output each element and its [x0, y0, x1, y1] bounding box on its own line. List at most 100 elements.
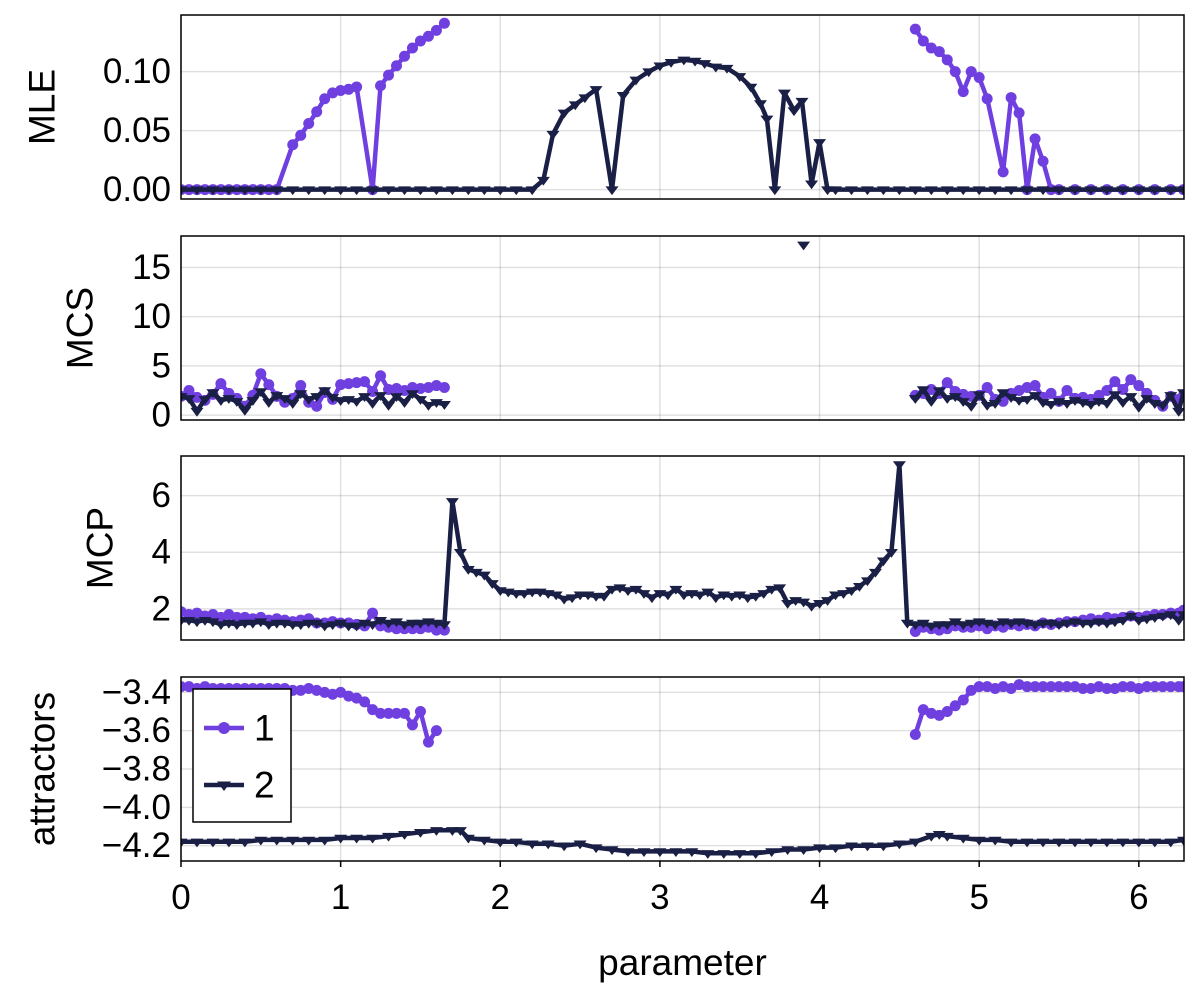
series-2-point: [844, 842, 858, 852]
series-2-point: [781, 599, 795, 609]
x-tick-label: 6: [1129, 878, 1148, 917]
series-2-point: [429, 186, 443, 196]
series-1-point: [1005, 92, 1017, 104]
series-1-point: [335, 379, 347, 391]
series-2-point: [190, 186, 204, 196]
series-2-point: [390, 618, 404, 628]
series-2-point: [1164, 838, 1178, 848]
series-2-point: [1020, 838, 1034, 848]
series-2-point: [1164, 611, 1178, 621]
series-2-point: [318, 387, 332, 397]
series-2-point: [744, 83, 758, 93]
series-2-point: [536, 176, 550, 186]
series-2-point: [829, 844, 843, 854]
series-2-point: [509, 838, 523, 848]
series-1-point: [1045, 681, 1057, 693]
series-1-point: [375, 707, 387, 719]
series-2-point: [956, 834, 970, 844]
series-2-point: [254, 186, 268, 196]
series-2-point: [568, 101, 582, 111]
series-1-point: [430, 624, 442, 636]
series-2-point: [709, 594, 723, 604]
series-1-point: [375, 370, 387, 382]
panel-MCP: 2 4 6 MCP: [80, 455, 1185, 641]
series-2-point: [860, 577, 874, 587]
series-2-point: [956, 398, 970, 407]
series-2-point: [181, 838, 188, 848]
y-tick-label: 4: [152, 533, 171, 572]
series-2-point: [653, 62, 667, 72]
series-2-point: [749, 850, 763, 859]
series-1-point: [438, 624, 450, 636]
series-2-point: [916, 386, 930, 396]
series-2-point: [509, 186, 523, 196]
series-1-point: [383, 69, 395, 81]
series-2-point: [238, 406, 252, 416]
series-2-point: [616, 91, 630, 101]
series-2-point: [1068, 838, 1082, 848]
series-2-point: [940, 621, 954, 630]
series-2-point: [932, 387, 946, 397]
y-tick-label: 10: [132, 297, 171, 336]
series-2-point: [733, 73, 747, 82]
series-2-point: [1177, 389, 1184, 399]
series-1-point: [391, 707, 403, 719]
series-1-point: [398, 50, 410, 62]
series-2-point: [397, 830, 411, 840]
y-tick-label: −4.2: [102, 826, 171, 865]
series-2-point: [781, 846, 795, 856]
series-2-point: [182, 395, 196, 404]
series-2-point: [733, 591, 747, 601]
legend-label-1: 1: [254, 708, 275, 749]
series-2-point: [286, 186, 300, 196]
series-group: [181, 17, 1184, 196]
series-2-point: [597, 592, 611, 602]
series-2-point: [868, 568, 882, 578]
series-2-point: [334, 619, 348, 629]
series-2-point: [1148, 186, 1162, 196]
series-2-point: [350, 186, 364, 196]
series-2-point: [1132, 616, 1146, 626]
series-2-point: [1164, 186, 1178, 196]
y-axis-label: attractors: [22, 692, 63, 846]
series-2-point: [1084, 838, 1098, 848]
series-2-point: [964, 403, 978, 412]
series-2-point: [908, 186, 922, 196]
series-1-point: [303, 118, 315, 130]
series-2-point: [765, 848, 779, 857]
series-2-point: [1132, 838, 1146, 848]
series-2-point: [621, 587, 635, 597]
series-1-point: [375, 80, 387, 92]
series-2-point: [892, 186, 906, 196]
y-tick-label: 5: [152, 346, 171, 385]
series-2-point: [302, 836, 316, 846]
series-2-point: [821, 597, 835, 606]
series-2-point: [964, 619, 978, 629]
series-2-point: [860, 186, 874, 196]
series-2-point: [397, 621, 411, 630]
series-1-point: [263, 379, 275, 391]
series-2-point: [908, 838, 922, 848]
series-2-point: [916, 619, 930, 629]
series-2-point: [413, 829, 427, 838]
series-1-point: [391, 60, 403, 72]
series-2-point: [940, 395, 954, 404]
series-2-point: [1172, 407, 1184, 417]
series-2-point: [477, 571, 491, 581]
series-2-point: [565, 594, 579, 604]
series-2-point: [1116, 186, 1130, 196]
series-2-point: [1177, 836, 1184, 846]
series-2-point: [485, 580, 499, 589]
series-2-point: [366, 186, 380, 196]
x-tick-label: 4: [810, 878, 829, 917]
series-2-point: [829, 591, 843, 601]
series-1-point: [981, 382, 993, 394]
series-2-point: [988, 621, 1002, 630]
series-2-point: [366, 621, 380, 630]
series-1-point: [1101, 683, 1113, 694]
series-2-point: [813, 599, 827, 609]
series-2-point: [1124, 612, 1138, 622]
series-2-line: [181, 57, 1184, 192]
